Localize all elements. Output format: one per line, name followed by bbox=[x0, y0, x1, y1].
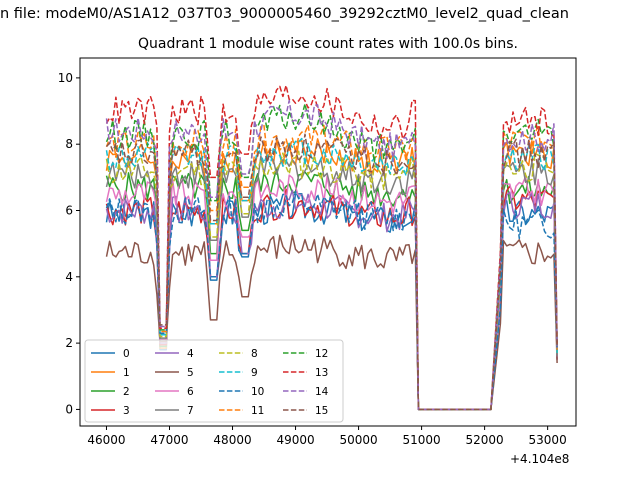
y-tick-label: 4 bbox=[65, 270, 73, 284]
axis-ticks: 46000 47000 48000 49000 50000 51000 52000 53000… bbox=[58, 71, 567, 447]
series-lines bbox=[105, 84, 558, 411]
legend-label-5: 5 bbox=[187, 367, 194, 379]
series-line-13 bbox=[105, 84, 558, 411]
legend-box bbox=[84, 339, 344, 423]
legend-label-10: 10 bbox=[251, 386, 264, 398]
legend-label-1: 1 bbox=[123, 367, 130, 379]
x-tick-label: 46000 bbox=[87, 433, 125, 447]
legend-label-0: 0 bbox=[123, 348, 130, 360]
suptitle: n file: modeM0/AS1A12_037T03_9000005460_… bbox=[0, 6, 569, 22]
legend-label-6: 6 bbox=[187, 386, 194, 398]
y-tick-label: 10 bbox=[58, 71, 73, 85]
series-line-9 bbox=[105, 137, 558, 411]
legend-label-4: 4 bbox=[187, 348, 194, 360]
chart-title: Quadrant 1 module wise count rates with … bbox=[138, 36, 518, 52]
legend-label-8: 8 bbox=[251, 348, 258, 360]
y-tick-label: 2 bbox=[65, 336, 73, 350]
x-tick-label: 50000 bbox=[339, 433, 377, 447]
legend-label-3: 3 bbox=[123, 405, 130, 417]
axes-frame bbox=[79, 57, 577, 427]
y-tick-label: 8 bbox=[65, 137, 73, 151]
x-tick-label: 51000 bbox=[402, 433, 440, 447]
legend-label-14: 14 bbox=[315, 386, 329, 398]
legend-label-13: 13 bbox=[315, 367, 328, 379]
x-tick-label: 49000 bbox=[276, 433, 314, 447]
legend-label-12: 12 bbox=[315, 348, 328, 360]
legend-label-9: 9 bbox=[251, 367, 258, 379]
x-tick-label: 48000 bbox=[213, 433, 251, 447]
legend-label-11: 11 bbox=[251, 405, 264, 417]
x-offset-label: +4.104e8 bbox=[510, 452, 570, 466]
y-tick-label: 0 bbox=[65, 402, 73, 416]
x-tick-label: 53000 bbox=[529, 433, 567, 447]
legend-label-15: 15 bbox=[315, 405, 328, 417]
x-tick-label: 47000 bbox=[150, 433, 188, 447]
legend-label-2: 2 bbox=[123, 386, 130, 398]
legend-label-7: 7 bbox=[187, 405, 194, 417]
x-tick-label: 52000 bbox=[466, 433, 504, 447]
series-line-15 bbox=[105, 133, 558, 411]
y-tick-label: 6 bbox=[65, 204, 73, 218]
